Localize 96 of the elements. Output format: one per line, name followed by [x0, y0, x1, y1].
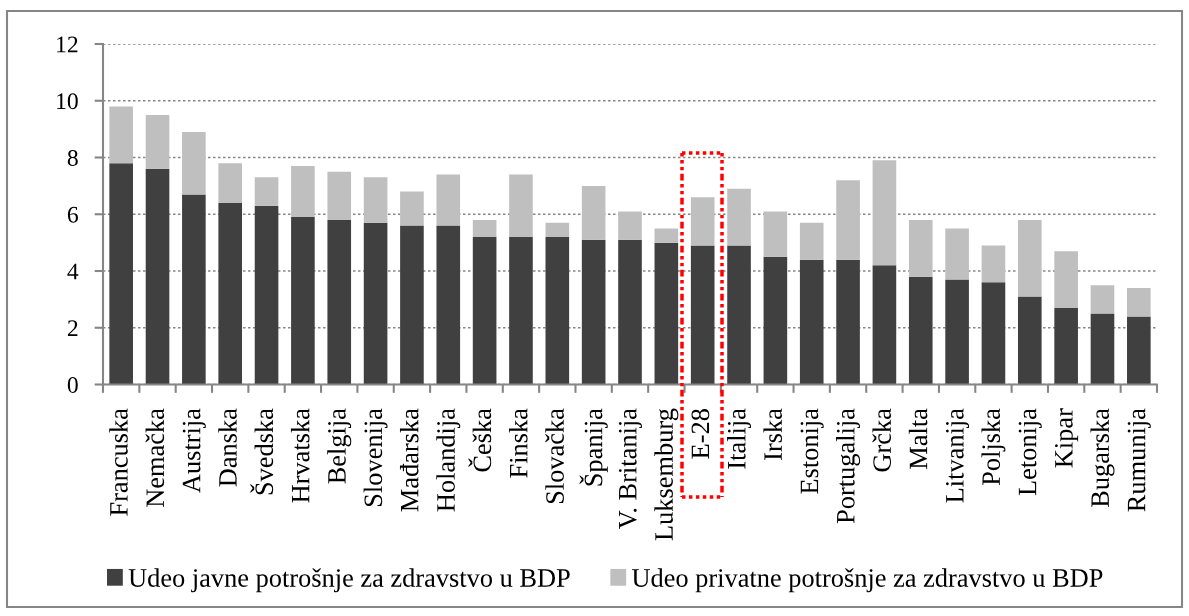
y-tick-label: 6	[67, 206, 78, 223]
bar	[836, 259, 860, 385]
x-tick-label: Slovenija	[363, 408, 388, 507]
legend-label: Udeo javne potrošnje za zdravstvo u BDP	[128, 568, 570, 593]
bar	[545, 222, 570, 237]
x-tick-label: Francuska	[109, 408, 128, 516]
bar	[763, 211, 788, 257]
bar	[763, 256, 788, 385]
x-tick-label: Rumunija	[1127, 408, 1151, 512]
x-tick-label: Malta	[908, 408, 928, 469]
bar	[218, 163, 243, 203]
bar	[908, 219, 933, 277]
x-tick-label: Litvanija	[945, 408, 970, 503]
bar	[581, 239, 606, 385]
bar	[618, 211, 642, 240]
bar	[1054, 251, 1078, 308]
x-tick-label: Finska	[509, 408, 528, 478]
x-tick-label: Poljska	[981, 408, 1006, 486]
bar	[945, 279, 969, 385]
x-tick-label: Holandija	[436, 408, 461, 512]
y-tick-label: 12	[57, 36, 78, 53]
bar	[1127, 316, 1151, 385]
bar	[291, 166, 315, 218]
x-tick-label: Hrvatska	[290, 408, 310, 503]
x-tick-label: Španija	[579, 408, 608, 486]
bar	[799, 259, 824, 385]
bar	[1090, 285, 1115, 314]
x-tick-label: V. Britanija	[618, 408, 642, 530]
bar	[1090, 313, 1115, 385]
x-tick-label: Italija	[727, 408, 751, 469]
bar	[872, 265, 897, 385]
legend-label: Udeo privatne potrošnje za zdravstvo u BDP	[632, 568, 1103, 593]
x-tick-label: Belgija	[327, 408, 352, 484]
y-tick-label: 10	[57, 93, 78, 110]
bar	[327, 219, 352, 385]
bar	[690, 245, 715, 385]
bar	[436, 174, 461, 226]
x-tick-label: Nemačka	[145, 408, 165, 507]
bar	[690, 197, 715, 246]
x-tick-label: Luksemburg	[654, 408, 679, 541]
bar	[872, 160, 897, 266]
bar	[291, 217, 315, 385]
bar	[254, 205, 279, 385]
y-tick-label: 8	[67, 149, 78, 166]
x-tick-label: Danska	[218, 408, 237, 487]
bar	[1017, 219, 1042, 297]
bar	[1127, 288, 1151, 317]
bar	[1054, 307, 1078, 385]
x-tick-label: Portugalija	[836, 408, 861, 524]
bar	[654, 228, 679, 243]
y-tick-label: 4	[67, 263, 79, 280]
bar	[400, 225, 424, 385]
bar	[182, 194, 206, 385]
x-tick-label: Češka	[468, 408, 492, 472]
x-tick-label: Letonija	[1018, 408, 1042, 496]
bar	[581, 185, 606, 240]
bar	[327, 171, 352, 220]
bar	[145, 114, 170, 169]
bar	[400, 191, 424, 226]
bar	[1017, 296, 1042, 385]
bar	[363, 222, 388, 385]
x-tick-label: Estonija	[800, 408, 824, 494]
bar	[254, 177, 279, 206]
bar	[472, 219, 497, 237]
bar	[981, 282, 1006, 385]
x-tick-label: Bugarska	[1090, 408, 1115, 508]
bar	[472, 236, 497, 385]
bar	[908, 276, 933, 385]
x-tick-label: E-28	[691, 409, 710, 459]
bar	[509, 174, 533, 237]
bar	[981, 245, 1006, 283]
bar	[727, 188, 751, 246]
bar	[363, 177, 388, 223]
bar	[945, 228, 969, 280]
bar	[836, 180, 860, 260]
x-tick-label: Austrija	[182, 408, 206, 493]
x-tick-label: Švedska	[250, 408, 274, 495]
y-tick-label: 2	[67, 320, 78, 336]
bar	[436, 225, 461, 385]
bar	[545, 236, 570, 385]
bar	[727, 245, 751, 385]
bar	[618, 239, 642, 385]
x-tick-label: Slovačka	[545, 408, 564, 504]
x-tick-label: Mađarska	[399, 408, 419, 512]
bar	[109, 106, 133, 164]
x-tick-label: Irska	[763, 408, 782, 460]
x-tick-label: Grčka	[872, 408, 892, 472]
x-tick-label: Kipar	[1055, 408, 1079, 468]
bar	[182, 131, 206, 195]
bar	[654, 242, 679, 385]
bar	[109, 163, 133, 385]
bar	[218, 202, 243, 385]
bar	[799, 222, 824, 260]
y-tick-label: 0	[67, 376, 78, 393]
bar	[145, 168, 170, 385]
bar	[509, 236, 533, 385]
